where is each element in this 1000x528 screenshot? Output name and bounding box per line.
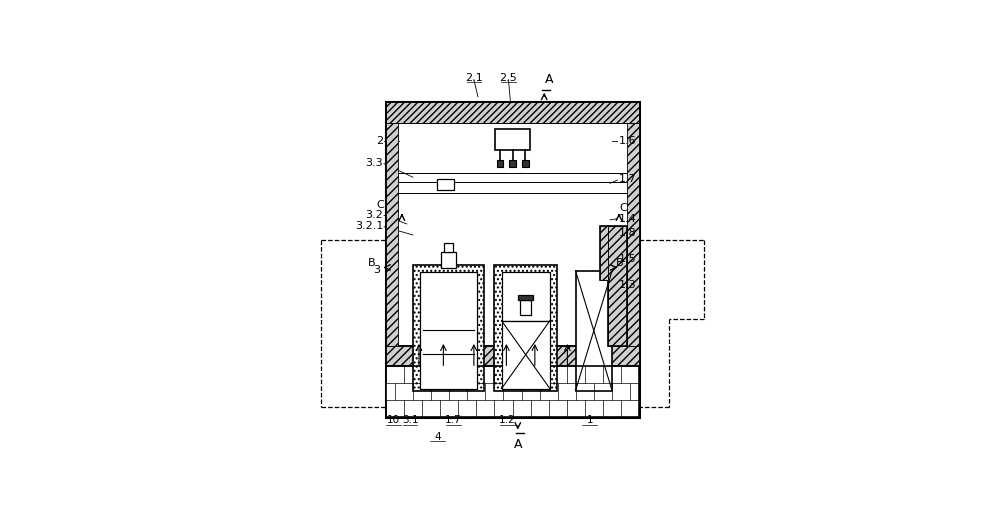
- Text: 2.5: 2.5: [500, 72, 517, 82]
- Text: 1.8: 1.8: [619, 228, 637, 238]
- Bar: [502, 320, 550, 389]
- Bar: [502, 271, 550, 320]
- Bar: [627, 123, 639, 346]
- Text: 4: 4: [434, 431, 441, 441]
- Bar: [502, 320, 550, 389]
- Bar: [522, 160, 529, 167]
- Bar: [509, 160, 516, 167]
- Text: 3.3: 3.3: [366, 158, 383, 168]
- Bar: [444, 243, 453, 252]
- Bar: [413, 265, 484, 391]
- Bar: [495, 129, 530, 149]
- Bar: [386, 123, 398, 346]
- Bar: [600, 226, 608, 280]
- Bar: [608, 226, 627, 346]
- Text: 1.2: 1.2: [499, 416, 516, 426]
- Text: A: A: [545, 73, 554, 86]
- Bar: [518, 295, 533, 299]
- Text: 3.2: 3.2: [365, 210, 383, 220]
- Text: B: B: [367, 258, 375, 268]
- Text: 10: 10: [387, 416, 400, 426]
- Text: 1.7: 1.7: [619, 174, 637, 184]
- Bar: [441, 252, 456, 268]
- Bar: [386, 102, 639, 123]
- Bar: [386, 346, 639, 366]
- Bar: [494, 265, 557, 391]
- Bar: [386, 102, 639, 417]
- Bar: [420, 271, 477, 389]
- Bar: [437, 179, 454, 190]
- Text: 3: 3: [373, 265, 380, 275]
- Text: 1.7: 1.7: [445, 416, 462, 426]
- Text: 2.1: 2.1: [465, 72, 483, 82]
- Text: A: A: [514, 438, 522, 451]
- Text: 1.4: 1.4: [619, 214, 637, 224]
- Text: C: C: [619, 203, 627, 213]
- Bar: [608, 226, 627, 346]
- Bar: [386, 366, 639, 417]
- Bar: [502, 271, 550, 320]
- Bar: [420, 271, 477, 389]
- Bar: [520, 299, 531, 315]
- Bar: [386, 366, 639, 417]
- Text: B: B: [616, 258, 624, 268]
- Text: 2: 2: [376, 136, 383, 146]
- Bar: [576, 271, 612, 391]
- Text: 3.1: 3.1: [402, 416, 418, 426]
- Text: 1.6: 1.6: [619, 136, 637, 146]
- Text: 1.5: 1.5: [619, 254, 637, 265]
- Text: 1: 1: [586, 416, 593, 426]
- Bar: [600, 226, 608, 280]
- Text: C: C: [377, 200, 384, 210]
- Text: 1.3: 1.3: [619, 280, 637, 290]
- Bar: [497, 160, 503, 167]
- Text: 3.2.1: 3.2.1: [355, 221, 383, 231]
